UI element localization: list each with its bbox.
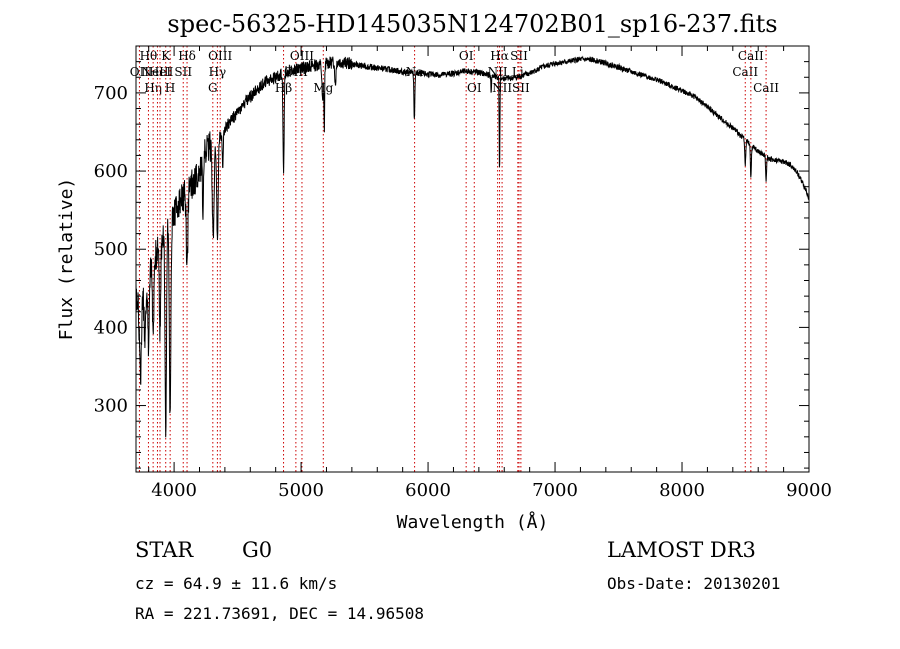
x-tick-label: 6000 bbox=[405, 480, 451, 501]
y-tick-label: 400 bbox=[94, 317, 128, 338]
spectral-line-label: CaII bbox=[738, 49, 764, 63]
spectral-line-label: Li bbox=[512, 65, 524, 79]
spectral-line-label: NII bbox=[492, 81, 512, 95]
spectral-line-label: Hα bbox=[490, 49, 509, 63]
spectral-line-label: CaII bbox=[753, 81, 779, 95]
x-tick-label: 8000 bbox=[659, 480, 705, 501]
x-tick-label: 5000 bbox=[278, 480, 324, 501]
spectral-line-label: OI bbox=[459, 49, 474, 63]
coordinates: RA = 221.73691, DEC = 14.96508 bbox=[135, 604, 424, 623]
y-axis-label: Flux (relative) bbox=[56, 178, 77, 341]
x-tick-label: 9000 bbox=[786, 480, 832, 501]
spectral-line-label: Hη bbox=[144, 81, 162, 95]
spectral-line-label: OI bbox=[467, 81, 482, 95]
spectral-line-label: Hγ bbox=[209, 65, 227, 79]
x-tick-label: 4000 bbox=[151, 480, 197, 501]
flux-series-line bbox=[135, 55, 810, 438]
y-tick-label: 700 bbox=[94, 83, 128, 104]
y-tick-label: 600 bbox=[94, 161, 128, 182]
spectral-line-label: K bbox=[161, 49, 171, 63]
redshift-velocity: cz = 64.9 ± 11.6 km/s bbox=[135, 574, 338, 593]
spectral-line-label: Hβ bbox=[275, 81, 292, 95]
spectral-line-label: H bbox=[165, 81, 175, 95]
x-tick-label: 7000 bbox=[532, 480, 578, 501]
spectral-line-label: OIII bbox=[208, 49, 232, 63]
spectral-line-label: SII bbox=[512, 81, 530, 95]
chart-title: spec-56325-HD145035N124702B01_sp16-237.f… bbox=[167, 10, 777, 38]
plot-frame bbox=[135, 45, 810, 473]
object-class: STAR bbox=[135, 538, 194, 562]
spectral-line-label: Hθ bbox=[140, 49, 158, 63]
spectral-line-label: Na bbox=[406, 65, 424, 79]
object-subclass: G0 bbox=[242, 538, 273, 562]
spectral-line-label: CaII bbox=[732, 65, 758, 79]
spectral-line-label: OII bbox=[130, 65, 150, 79]
spectral-line-label: SII bbox=[174, 65, 192, 79]
spectral-line-label: Mg bbox=[313, 81, 333, 95]
spectral-line-label: Hδ bbox=[178, 49, 196, 63]
y-tick-label: 500 bbox=[94, 239, 128, 260]
spectral-line-label: SII bbox=[510, 49, 528, 63]
spectral-line-label: OIII bbox=[290, 49, 314, 63]
spectral-line-label: G bbox=[208, 81, 218, 95]
observation-date: Obs-Date: 20130201 bbox=[607, 574, 781, 593]
spectral-line-label: HeI bbox=[149, 65, 172, 79]
survey-name: LAMOST DR3 bbox=[607, 538, 756, 562]
x-axis-label: Wavelength (Å) bbox=[397, 511, 549, 533]
y-tick-label: 300 bbox=[94, 396, 128, 417]
